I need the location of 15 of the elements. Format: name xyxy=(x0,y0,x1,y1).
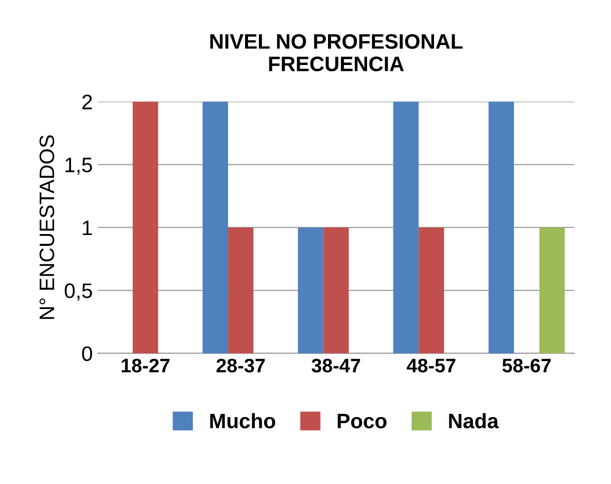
x-tick-label: 48-57 xyxy=(406,358,456,372)
y-tick-label: 0,5 xyxy=(64,283,92,301)
x-tick-label: 58-67 xyxy=(502,358,551,372)
y-tick-label: 2 xyxy=(82,94,92,110)
x-tick-label: 38-47 xyxy=(312,358,360,372)
y-tick-label: 0 xyxy=(82,346,92,362)
y-axis-title: N° ENCUESTADOS xyxy=(40,135,54,319)
legend-label: Poco xyxy=(338,414,386,428)
legend-label: Nada xyxy=(449,413,499,428)
x-tick-label: 28-37 xyxy=(216,358,265,372)
chart-title: NIVEL NO PROFESIONAL FRECUENCIA xyxy=(210,34,463,72)
x-tick-label: 18-27 xyxy=(122,358,170,372)
legend-label: Mucho xyxy=(210,413,276,428)
y-tick-label: 1,5 xyxy=(66,158,92,175)
y-tick-label: 1 xyxy=(82,220,92,236)
